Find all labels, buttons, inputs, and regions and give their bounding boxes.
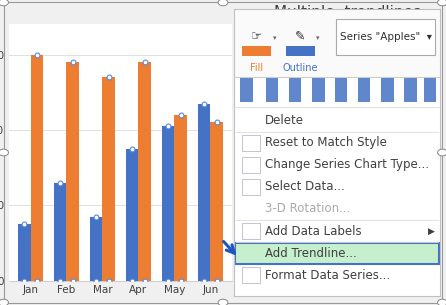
- Text: Add Data Labels: Add Data Labels: [265, 224, 362, 238]
- Text: Outline: Outline: [282, 63, 318, 73]
- Text: Fill: Fill: [250, 63, 264, 73]
- Bar: [242, 223, 260, 239]
- Bar: [90, 217, 103, 281]
- Bar: [242, 45, 271, 56]
- Bar: [242, 135, 260, 151]
- Text: Reset to Match Style: Reset to Match Style: [265, 136, 387, 149]
- Bar: [162, 126, 174, 281]
- Bar: [381, 77, 394, 102]
- Bar: [103, 77, 115, 281]
- Text: ✎: ✎: [295, 30, 306, 43]
- Bar: [289, 77, 301, 102]
- Bar: [286, 45, 314, 56]
- Bar: [335, 77, 347, 102]
- Text: Multiple  trendlines: Multiple trendlines: [274, 5, 421, 20]
- Text: ▶: ▶: [428, 227, 435, 235]
- Bar: [198, 103, 211, 281]
- Bar: [30, 55, 43, 281]
- Text: Change Series Chart Type...: Change Series Chart Type...: [265, 158, 429, 171]
- Bar: [138, 62, 151, 281]
- Bar: [266, 77, 278, 102]
- Text: Format Data Series...: Format Data Series...: [265, 269, 390, 282]
- Bar: [313, 77, 325, 102]
- Bar: [242, 267, 260, 283]
- Bar: [211, 122, 223, 281]
- Text: Select Data...: Select Data...: [265, 180, 345, 193]
- Bar: [404, 77, 417, 102]
- Text: Delete: Delete: [265, 114, 304, 127]
- Text: ▾: ▾: [273, 35, 276, 41]
- Text: ▾: ▾: [316, 35, 319, 41]
- Bar: [66, 62, 79, 281]
- Bar: [235, 243, 439, 264]
- Bar: [240, 77, 253, 102]
- Bar: [358, 77, 370, 102]
- Bar: [242, 157, 260, 173]
- Bar: [174, 115, 187, 281]
- Text: ☞: ☞: [251, 30, 262, 43]
- Text: 3-D Rotation...: 3-D Rotation...: [265, 203, 351, 215]
- Bar: [18, 224, 30, 281]
- Bar: [126, 149, 138, 281]
- Bar: [242, 179, 260, 195]
- Bar: [54, 183, 66, 281]
- Text: Series "Apples"  ▾: Series "Apples" ▾: [339, 32, 432, 42]
- Text: Add Trendline...: Add Trendline...: [265, 247, 357, 260]
- Bar: [234, 9, 440, 77]
- FancyBboxPatch shape: [336, 19, 435, 55]
- Bar: [424, 77, 436, 102]
